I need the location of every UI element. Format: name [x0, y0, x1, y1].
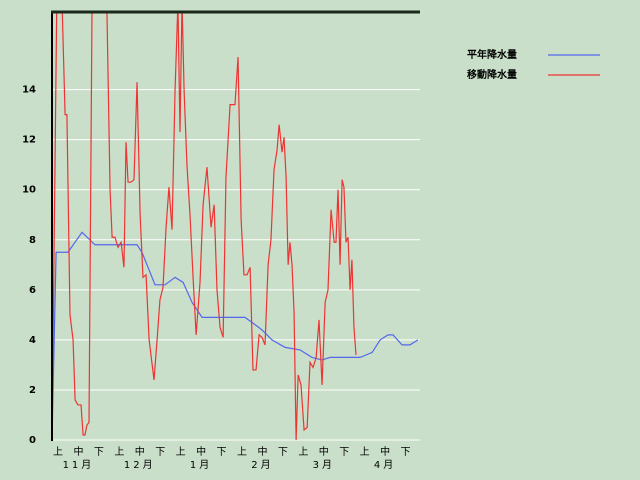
x-tick-label: 下 — [339, 447, 349, 458]
month-label: 1月 — [190, 459, 212, 471]
x-tick-label: 上 — [114, 446, 124, 458]
x-tick-label: 中 — [319, 445, 329, 458]
x-tick-label: 下 — [217, 447, 227, 458]
y-tick-label: 14 — [22, 85, 36, 96]
x-tick-label: 中 — [73, 445, 83, 458]
y-tick-label: 2 — [29, 385, 36, 396]
x-tick-label: 上 — [237, 446, 247, 458]
x-tick-label: 上 — [176, 446, 186, 458]
y-tick-label: 6 — [29, 285, 36, 296]
month-label: 12月 — [124, 459, 156, 471]
y-tick-label: 10 — [22, 185, 36, 196]
x-tick-label: 上 — [298, 446, 308, 458]
x-tick-label: 中 — [135, 445, 145, 458]
month-label: 3月 — [313, 459, 335, 471]
y-tick-label: 4 — [29, 335, 36, 346]
y-tick-label: 12 — [22, 135, 36, 146]
x-tick-label: 下 — [401, 447, 411, 458]
series-line — [52, 12, 357, 441]
x-tick-label: 上 — [360, 446, 370, 458]
y-tick-label: 8 — [29, 235, 36, 246]
series-line — [52, 231, 419, 441]
month-label: 2月 — [251, 459, 273, 471]
x-tick-label: 下 — [94, 447, 104, 458]
month-label: 11月 — [63, 459, 95, 471]
x-tick-label: 中 — [380, 445, 390, 458]
y-tick-label: 0 — [29, 435, 36, 446]
x-tick-label: 下 — [155, 447, 165, 458]
x-tick-label: 中 — [196, 445, 206, 458]
x-tick-label: 中 — [257, 445, 267, 458]
legend-label: 移動降水量 — [467, 68, 517, 81]
x-tick-label: 上 — [53, 446, 63, 458]
x-tick-label: 下 — [278, 447, 288, 458]
legend-label: 平年降水量 — [467, 48, 517, 61]
month-label: 4月 — [374, 459, 396, 471]
